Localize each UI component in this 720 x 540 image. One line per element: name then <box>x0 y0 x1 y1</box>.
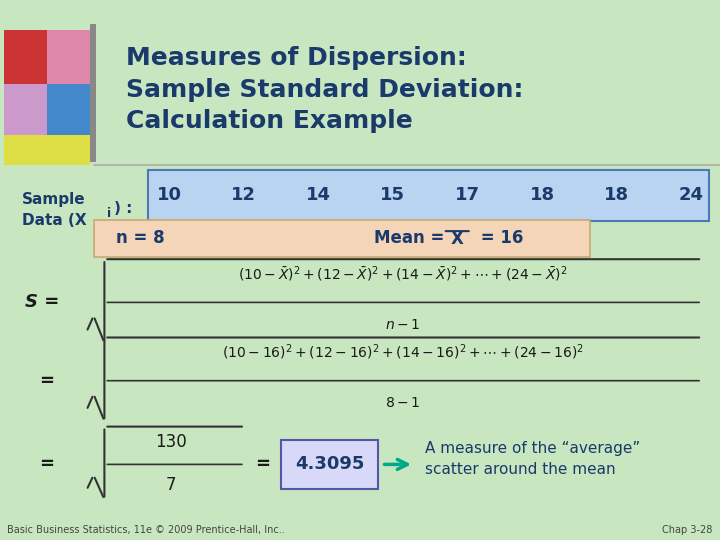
Text: 15: 15 <box>380 186 405 205</box>
Text: $8 - 1$: $8 - 1$ <box>385 396 421 410</box>
Text: $(10 - \bar{X})^2 + (12 - \bar{X})^2 + (14 - \bar{X})^2 + \cdots + (24 - \bar{X}: $(10 - \bar{X})^2 + (12 - \bar{X})^2 + (… <box>238 265 568 284</box>
Text: 14: 14 <box>306 186 331 205</box>
Text: Chap 3-28: Chap 3-28 <box>662 524 713 535</box>
Text: =: = <box>40 372 55 390</box>
Text: 17: 17 <box>455 186 480 205</box>
FancyBboxPatch shape <box>4 30 47 84</box>
Text: =: = <box>40 455 55 474</box>
FancyBboxPatch shape <box>281 440 378 489</box>
Text: 4.3095: 4.3095 <box>295 455 364 474</box>
Text: n = 8: n = 8 <box>116 228 165 247</box>
FancyBboxPatch shape <box>90 24 96 162</box>
FancyBboxPatch shape <box>148 170 709 221</box>
Text: 18: 18 <box>604 186 629 205</box>
Text: ) :: ) : <box>114 201 132 216</box>
Text: Mean =: Mean = <box>374 228 451 247</box>
Text: $(10 - 16)^2 + (12 - 16)^2 + (14 - 16)^2 + \cdots + (24 - 16)^2$: $(10 - 16)^2 + (12 - 16)^2 + (14 - 16)^2… <box>222 343 585 362</box>
FancyBboxPatch shape <box>47 30 90 84</box>
Text: =: = <box>256 455 271 474</box>
Text: 7: 7 <box>166 476 176 494</box>
Text: Basic Business Statistics, 11e © 2009 Prentice-Hall, Inc..: Basic Business Statistics, 11e © 2009 Pr… <box>7 524 285 535</box>
Text: Measures of Dispersion:
Sample Standard Deviation:
Calculation Example: Measures of Dispersion: Sample Standard … <box>126 46 523 133</box>
Text: 12: 12 <box>231 186 256 205</box>
Text: i: i <box>107 207 111 220</box>
FancyBboxPatch shape <box>94 220 590 256</box>
Text: X: X <box>451 230 464 248</box>
Text: 10: 10 <box>157 186 181 205</box>
Text: S =: S = <box>25 293 60 312</box>
FancyBboxPatch shape <box>4 84 47 138</box>
Text: A measure of the “average”
scatter around the mean: A measure of the “average” scatter aroun… <box>425 441 640 477</box>
FancyBboxPatch shape <box>4 135 90 165</box>
Text: $n - 1$: $n - 1$ <box>385 318 421 332</box>
Text: = 16: = 16 <box>475 228 523 247</box>
Text: 130: 130 <box>155 433 187 451</box>
Text: 18: 18 <box>529 186 554 205</box>
FancyBboxPatch shape <box>47 84 90 138</box>
Text: Sample
Data (X: Sample Data (X <box>22 192 86 228</box>
Text: 24: 24 <box>679 186 703 205</box>
